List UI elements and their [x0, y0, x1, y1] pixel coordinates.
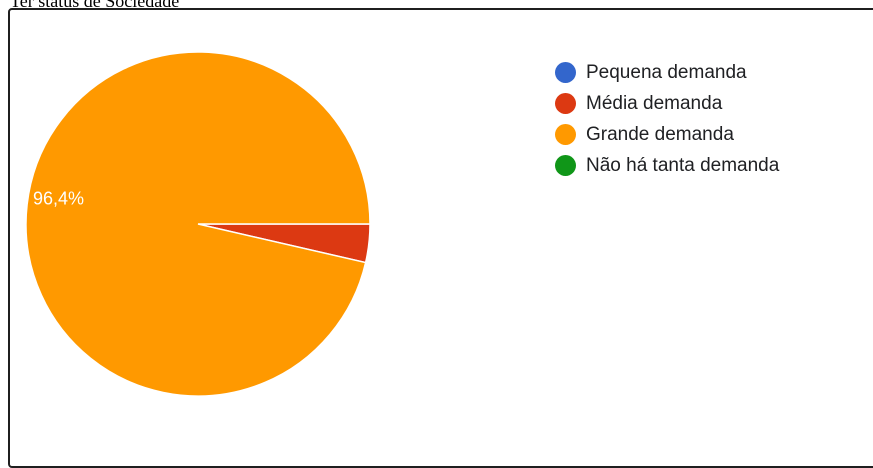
- legend-item-media-demanda[interactable]: Média demanda: [555, 88, 779, 119]
- pie-slice-labels: 96,4%: [33, 189, 84, 209]
- pie-chart: 96,4%: [25, 51, 371, 397]
- legend-item-nao-ha-tanta-demanda[interactable]: Não há tanta demanda: [555, 150, 779, 181]
- legend-swatch-nao-ha-tanta-demanda: [555, 155, 576, 176]
- legend-item-pequena-demanda[interactable]: Pequena demanda: [555, 57, 779, 88]
- chart-caption: Ter status de Sociedade: [10, 0, 180, 11]
- pie-slices: [25, 51, 371, 397]
- slice-value-label-grande-demanda: 96,4%: [33, 189, 84, 209]
- legend-label: Grande demanda: [586, 123, 734, 145]
- legend-swatch-pequena-demanda: [555, 62, 576, 83]
- legend-label: Não há tanta demanda: [586, 154, 780, 176]
- legend-swatch-grande-demanda: [555, 124, 576, 145]
- chart-legend: Pequena demanda Média demanda Grande deman…: [555, 57, 779, 181]
- legend-swatch-media-demanda: [555, 93, 576, 114]
- pie-slice-grande-demanda[interactable]: [25, 51, 371, 397]
- legend-label: Pequena demanda: [586, 61, 747, 83]
- legend-item-grande-demanda[interactable]: Grande demanda: [555, 119, 779, 150]
- legend-label: Média demanda: [586, 92, 723, 114]
